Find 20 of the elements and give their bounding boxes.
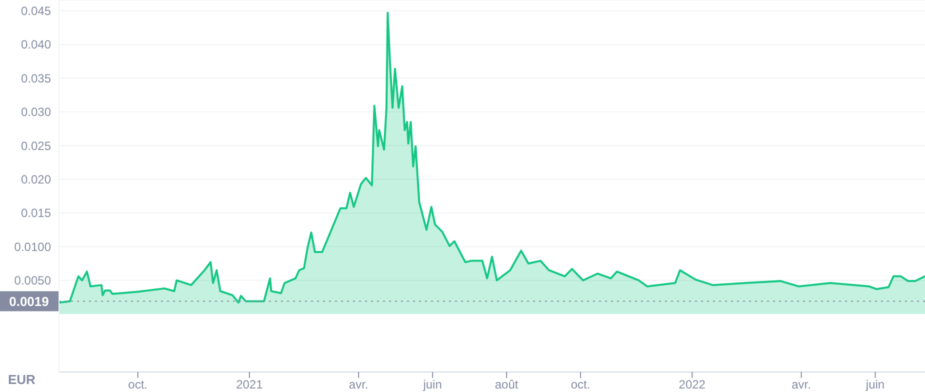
x-tick-label: oct.: [128, 378, 148, 392]
y-tick-label: 0.030: [20, 105, 52, 120]
x-tick-label: avr.: [348, 378, 368, 392]
x-tick-label: juin: [422, 378, 442, 392]
x-tick-label: août: [494, 378, 519, 392]
y-tick-label: 0.045: [20, 4, 52, 18]
y-tick-label: 0.020: [20, 172, 52, 187]
x-tick-label: juin: [864, 378, 885, 392]
x-tick-label: 2022: [678, 378, 706, 392]
y-tick-label: 0.0050: [14, 274, 52, 288]
y-tick-label: 0.015: [20, 206, 52, 220]
x-tick-label: oct.: [570, 378, 590, 392]
y-tick-label: 0.040: [20, 38, 52, 52]
y-axis-title: EUR: [8, 372, 36, 387]
x-tick-label: 2021: [236, 378, 264, 392]
y-tick-label: 0.025: [20, 138, 52, 153]
y-tick-label: 0.035: [20, 71, 52, 86]
ref-line-label: 0.0019: [9, 294, 49, 310]
x-tick-label: avr.: [792, 378, 811, 392]
y-tick-label: 0.0100: [14, 240, 52, 254]
